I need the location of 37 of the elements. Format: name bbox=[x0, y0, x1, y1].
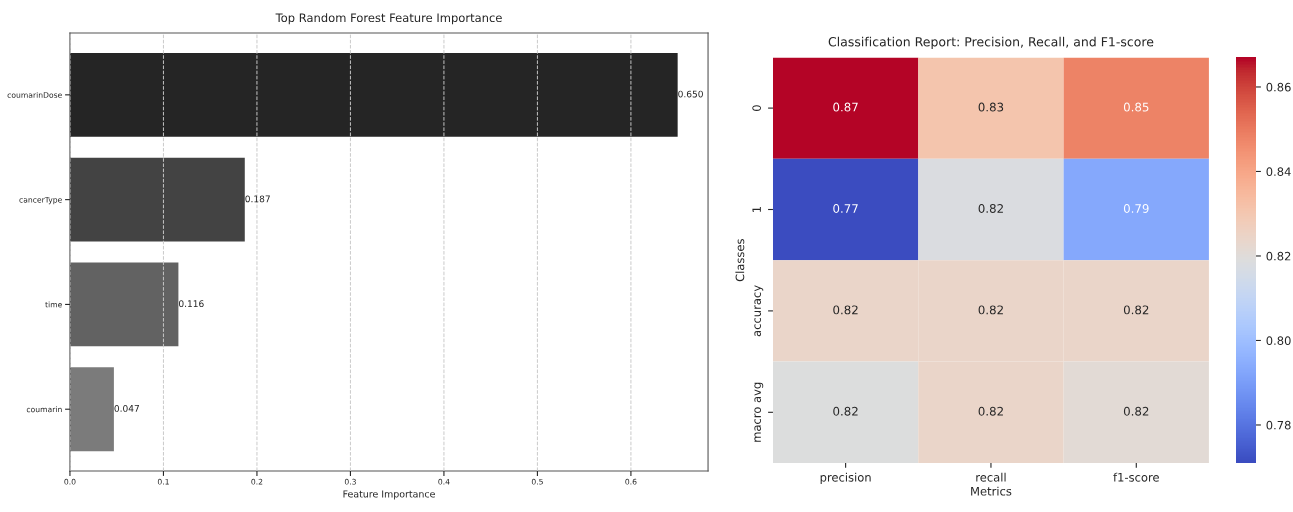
bar bbox=[69, 52, 678, 137]
y-tick-label: macro avg bbox=[754, 382, 764, 442]
color-bar-label: 0.82 bbox=[1266, 251, 1291, 261]
data-label: 0.82 bbox=[833, 305, 858, 315]
y-tick-label: 0 bbox=[752, 105, 761, 111]
bar bbox=[69, 157, 245, 242]
x-tick-label: precision bbox=[820, 472, 871, 484]
x-tick-label: f1-score bbox=[1113, 472, 1159, 482]
bar bbox=[69, 367, 114, 452]
data-label: 0.87 bbox=[833, 102, 858, 112]
data-label: 0.82 bbox=[833, 406, 858, 416]
data-label: 0.79 bbox=[1123, 203, 1149, 213]
color-bar-label: 0.86 bbox=[1266, 82, 1291, 92]
data-label: 0.82 bbox=[1123, 305, 1149, 315]
data-label: 0.77 bbox=[833, 203, 858, 213]
color-bar-label: 0.78 bbox=[1266, 420, 1291, 430]
y-axis-title: Classes bbox=[735, 239, 745, 282]
color-bar-label: 0.80 bbox=[1266, 336, 1291, 346]
data-label: 0.82 bbox=[978, 305, 1003, 315]
data-label: 0.83 bbox=[978, 102, 1004, 112]
color-bar-label: 0.84 bbox=[1266, 167, 1291, 177]
y-tick-label: accuracy bbox=[754, 285, 764, 337]
data-label: 0.116 bbox=[179, 300, 204, 308]
data-label: 0.047 bbox=[114, 405, 139, 412]
data-label: 0.82 bbox=[978, 203, 1003, 213]
data-label: 0.650 bbox=[678, 90, 703, 98]
x-axis-title: Metrics bbox=[971, 486, 1012, 496]
chart-title: Classification Report: Precision, Recall, and F1-score bbox=[828, 36, 1154, 49]
data-label: 0.85 bbox=[1123, 102, 1149, 112]
data-label: 0.82 bbox=[1123, 406, 1149, 416]
data-label: 0.82 bbox=[978, 406, 1003, 416]
bar bbox=[69, 262, 179, 347]
x-axis-title: Feature Importance bbox=[343, 490, 435, 500]
data-label: 0.187 bbox=[245, 195, 270, 203]
y-tick-label: 1 bbox=[752, 206, 761, 212]
x-tick-label: recall bbox=[976, 472, 1006, 482]
chart-title: Top Random Forest Feature Importance bbox=[275, 13, 502, 25]
